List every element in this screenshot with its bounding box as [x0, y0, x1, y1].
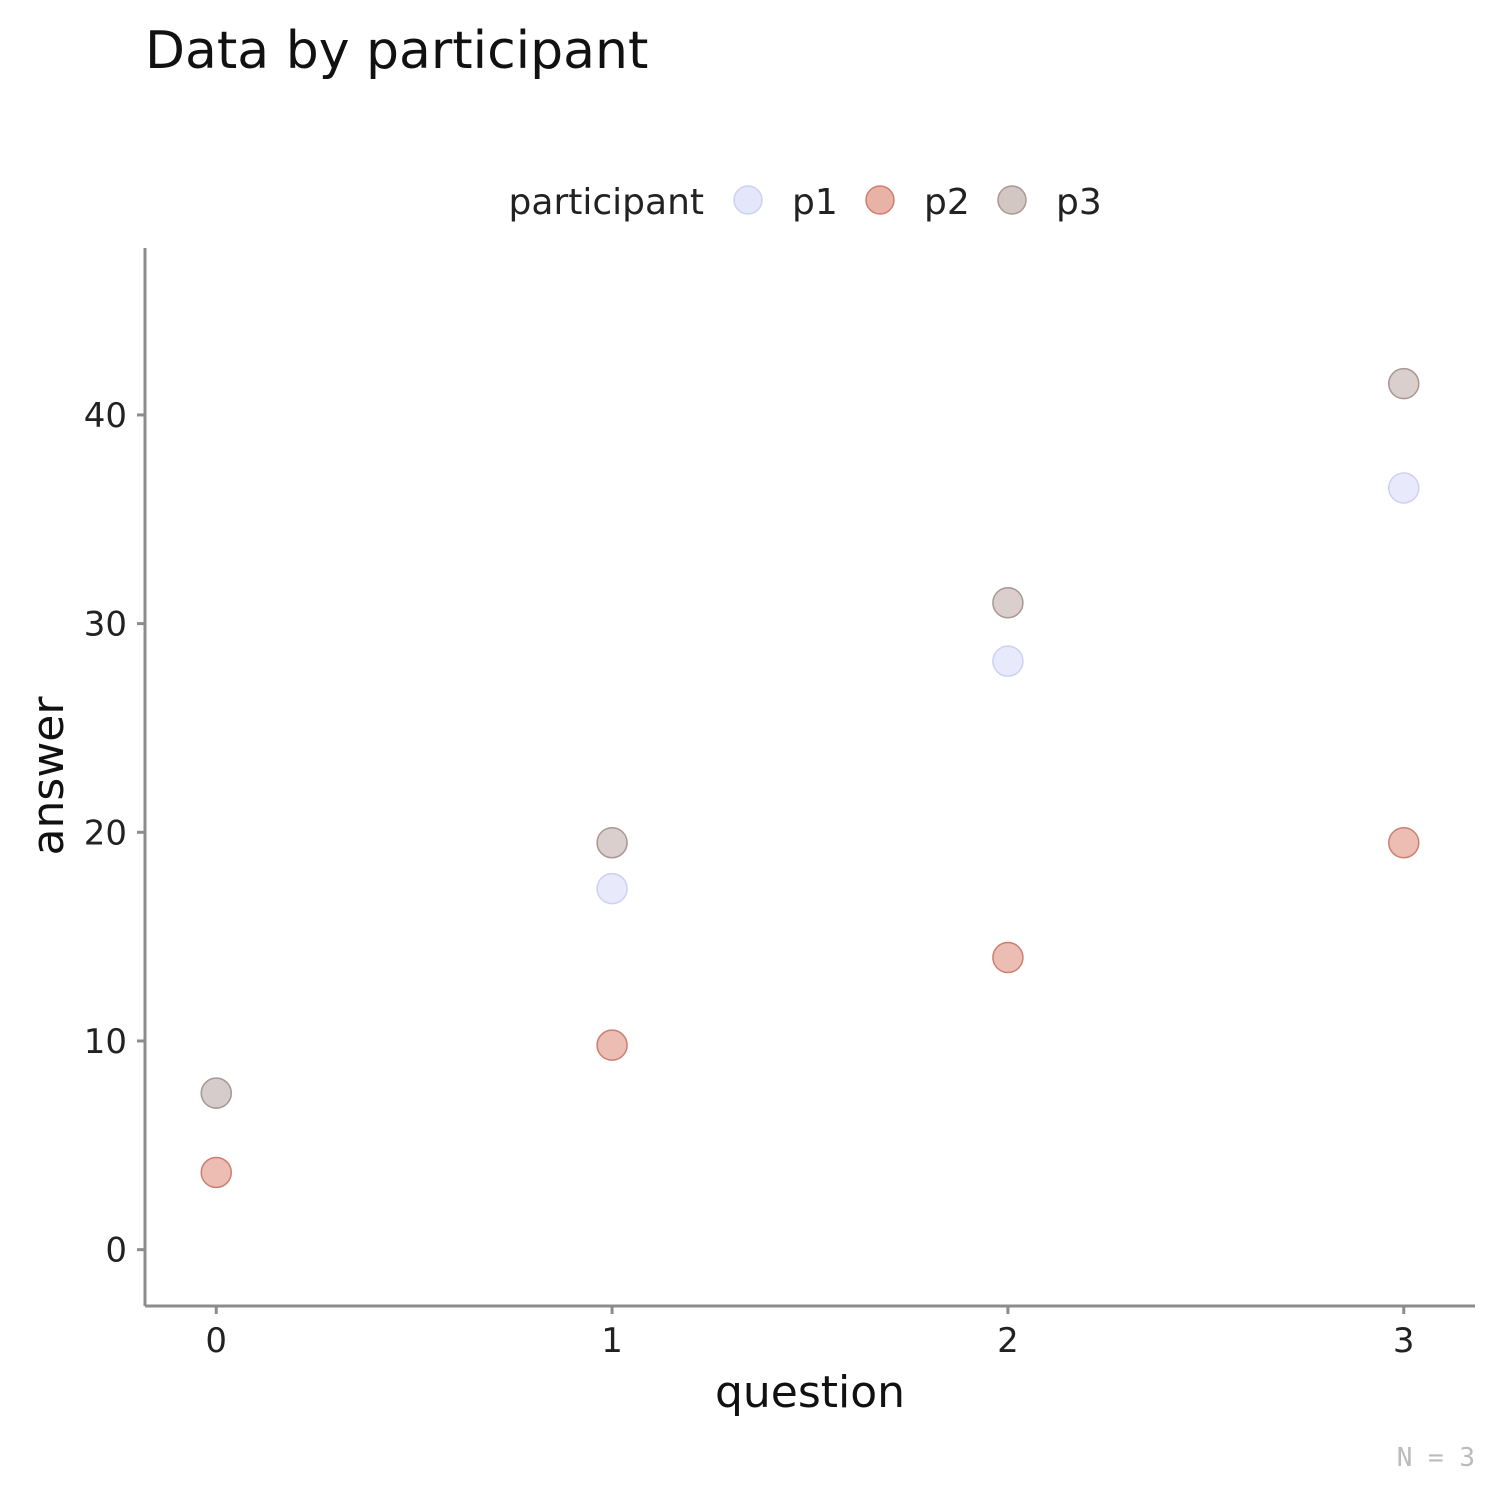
data-point-p2 [992, 941, 1024, 974]
data-point-p3 [992, 587, 1024, 619]
legend: participant p1 p2 p3 [509, 182, 1102, 223]
data-point-p2 [596, 1029, 628, 1061]
y-tick-label: 10 [84, 1022, 127, 1062]
data-point-p2 [1388, 826, 1420, 859]
x-tick-label: 2 [997, 1321, 1019, 1361]
data-point-p1 [596, 872, 628, 905]
y-tick-label: 0 [105, 1231, 127, 1271]
y-axis-title: answer [23, 696, 74, 856]
legend-title: participant [509, 182, 704, 223]
data-point-p1 [992, 645, 1024, 677]
legend-label-p3: p3 [1056, 182, 1102, 223]
x-tick-label: 3 [1393, 1321, 1415, 1361]
chart-title: Data by participant [145, 21, 648, 81]
legend-label-p1: p1 [792, 182, 838, 223]
data-points [200, 367, 1420, 1189]
axes: 0 10 20 30 40 0 1 2 3 [84, 248, 1475, 1361]
data-point-p2 [200, 1156, 232, 1189]
x-tick-label: 0 [205, 1321, 227, 1361]
legend-label-p2: p2 [924, 182, 970, 223]
data-point-p3 [200, 1077, 232, 1109]
legend-swatch-p3 [997, 185, 1027, 215]
x-axis-title: question [715, 1367, 905, 1418]
data-point-p3 [596, 826, 628, 859]
y-tick-label: 30 [84, 605, 127, 645]
legend-swatch-p1 [733, 185, 763, 215]
caption: N = 3 [1397, 1443, 1475, 1473]
x-tick-label: 1 [601, 1321, 623, 1361]
y-tick-label: 40 [84, 396, 127, 436]
data-point-p1 [1388, 472, 1420, 504]
y-tick-label: 20 [84, 813, 127, 853]
data-point-p3 [1388, 367, 1420, 400]
legend-swatch-p2 [865, 185, 895, 215]
